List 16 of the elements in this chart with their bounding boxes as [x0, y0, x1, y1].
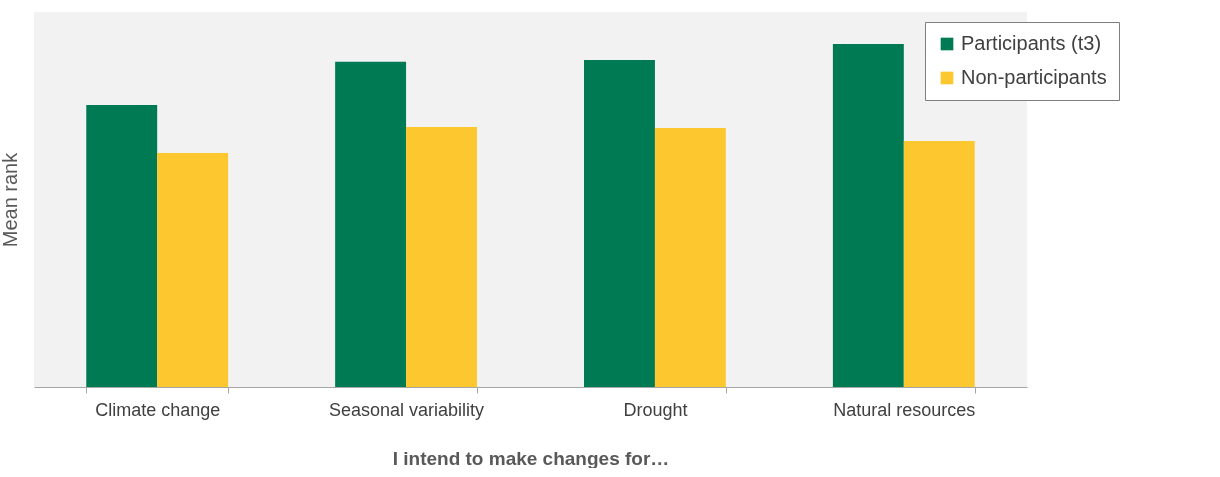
x-tick-label: Natural resources — [833, 399, 976, 420]
y-axis-title: Mean rank — [0, 151, 21, 248]
x-tick-label: Drought — [623, 399, 688, 420]
bar — [406, 126, 477, 387]
bar — [157, 153, 229, 387]
legend-label: Non-participants — [961, 66, 1107, 88]
bar — [335, 61, 407, 387]
bar — [584, 60, 655, 387]
x-tick-label: Seasonal variability — [329, 399, 485, 420]
bar — [832, 43, 904, 387]
bar — [86, 104, 158, 387]
x-tick-label: Climate change — [95, 399, 221, 420]
x-axis-title: I intend to make changes for… — [392, 447, 670, 469]
bar — [654, 127, 726, 387]
bar — [903, 141, 975, 387]
legend-label: Participants (t3) — [961, 32, 1102, 54]
